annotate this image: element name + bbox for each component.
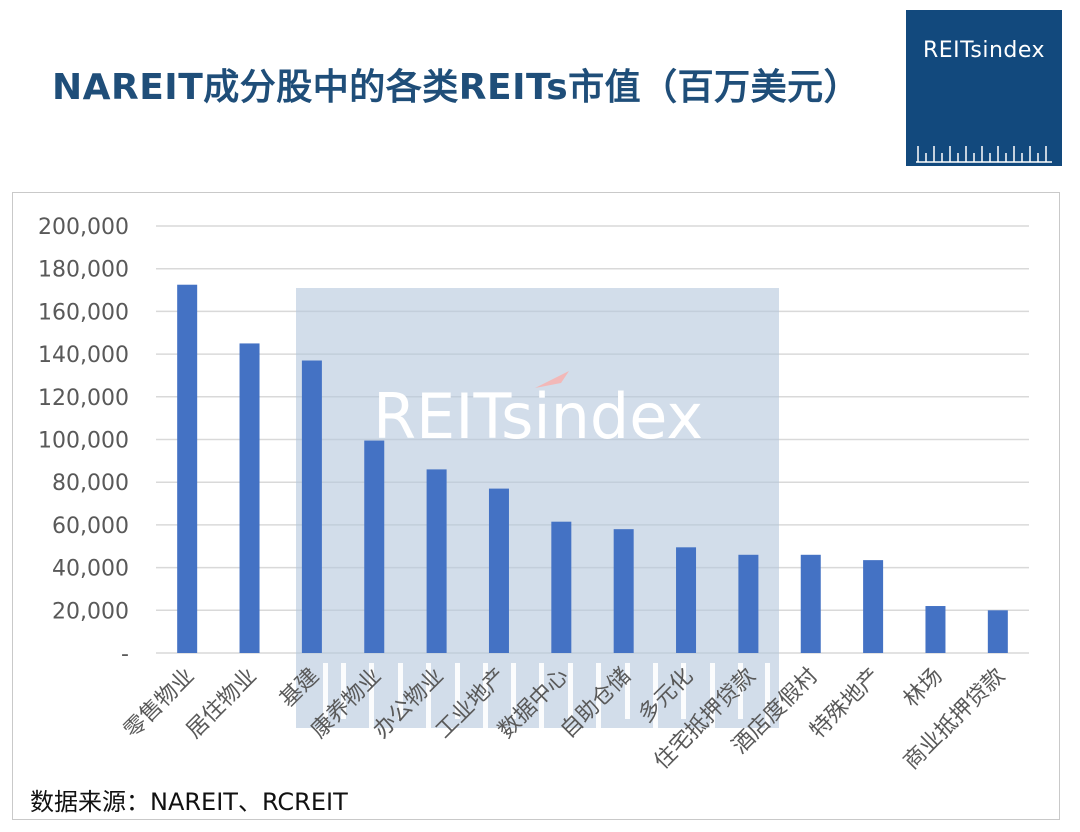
watermark-ruler-tick (483, 663, 488, 728)
watermark-ruler-tick (369, 663, 374, 728)
ruler-icon (916, 146, 1052, 163)
bar (863, 560, 884, 653)
y-tick-label: 200,000 (38, 215, 129, 240)
y-tick-label: 100,000 (38, 429, 129, 454)
watermark-ruler-tick (539, 663, 544, 728)
y-tick-label: - (121, 642, 129, 667)
bar (551, 521, 572, 653)
watermark-ruler-tick (625, 663, 630, 719)
x-tick-label: 居住物业 (182, 664, 262, 744)
y-tick-label: 180,000 (38, 258, 129, 283)
bar (738, 554, 759, 653)
x-tick-label: 特殊地产 (805, 664, 885, 744)
watermark-ruler-tick (455, 663, 460, 719)
brand-logo: REITsindex (906, 10, 1062, 166)
bar (613, 529, 634, 653)
watermark-ruler-tick (738, 663, 743, 719)
watermark-ruler-tick (426, 663, 431, 728)
y-tick-label: 140,000 (38, 343, 129, 368)
bar (426, 469, 447, 653)
watermark-ruler-tick (681, 663, 686, 719)
x-tick-label: 林场 (899, 664, 948, 713)
y-tick-label: 60,000 (52, 514, 129, 539)
watermark-ruler-tick (653, 663, 658, 728)
logo-text: REITsindex (922, 38, 1046, 63)
bar (676, 547, 697, 653)
bar (488, 488, 509, 653)
watermark-ruler-tick (398, 663, 403, 719)
watermark-ruler-tick (323, 663, 328, 728)
y-tick-label: 80,000 (52, 471, 129, 496)
watermark-ruler-tick (511, 663, 516, 719)
watermark-text: REITsindex (373, 380, 703, 453)
bar-chart: REITsindex - 20,000 40,000 60,000 80,000 100,… (38, 215, 1029, 775)
y-tick-label: 40,000 (52, 557, 129, 582)
bar (987, 610, 1008, 653)
bar (301, 360, 322, 653)
watermark-ruler-tick (568, 663, 573, 719)
bar (364, 440, 385, 653)
y-tick-labels: - 20,000 40,000 60,000 80,000 100,000 120,000 1… (38, 215, 129, 667)
watermark-ruler-tick (596, 663, 601, 728)
bar (239, 343, 260, 653)
watermark-ruler-tick (765, 663, 770, 728)
watermark-accent-icon (535, 371, 569, 388)
bars (177, 284, 1008, 653)
bar (925, 606, 946, 653)
page-title: NAREIT成分股中的各类REITs市值（百万美元） (52, 67, 861, 108)
source-note: 数据来源：NAREIT、RCREIT (30, 788, 348, 816)
y-tick-label: 120,000 (38, 386, 129, 411)
watermark-ruler-tick (341, 663, 346, 719)
y-tick-label: 20,000 (52, 599, 129, 624)
watermark-ruler-tick (710, 663, 715, 728)
bar (177, 284, 198, 653)
chart-frame: REITsindex - 20,000 40,000 60,000 80,000 100,… (12, 192, 1060, 820)
bar (800, 554, 821, 653)
y-tick-label: 160,000 (38, 300, 129, 325)
